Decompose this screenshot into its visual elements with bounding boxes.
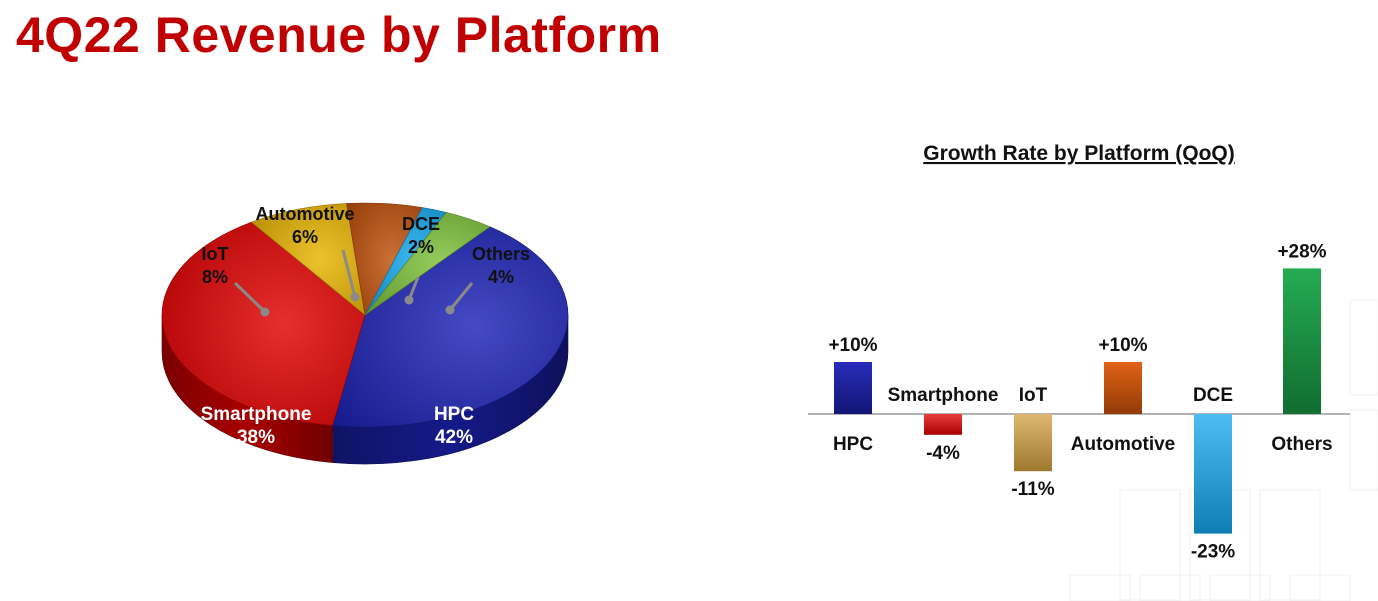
background-tile [1209,574,1271,601]
bar-chart: Growth Rate by Platform (QoQ) +10% HPC -4%… [808,142,1350,563]
leader-dot-iot [260,307,270,317]
pie-label-hpc: HPC [434,404,474,425]
bar-category-automotive: Automotive [1071,434,1176,455]
bar-value-iot: -11% [1011,479,1054,500]
bar-value-smartphone: -4% [926,443,960,464]
bar-category-others: Others [1271,434,1332,455]
bar-category-iot: IoT [1019,385,1048,406]
pie-label-automotive: Automotive [256,204,355,224]
bar-value-automotive: +10% [1098,335,1147,356]
background-tile [1069,574,1131,601]
pie-label-others: Others [472,244,530,264]
bar-category-hpc: HPC [833,434,873,455]
leader-line-iot [233,281,267,314]
pie-label-iot: IoT [202,244,229,264]
bar-category-smartphone: Smartphone [888,385,999,406]
bar-automotive [1104,362,1142,414]
pie-value-others: 4% [488,267,514,287]
leader-dot-others [445,305,455,315]
bar-others [1283,268,1321,414]
pie-value-dce: 2% [408,237,434,257]
pie-value-automotive: 6% [292,227,318,247]
chart-title: Growth Rate by Platform (QoQ) [923,142,1235,165]
bar-value-hpc: +10% [828,335,877,356]
pie-value-iot: 8% [202,267,228,287]
leader-line-automotive [341,249,357,298]
bar-smartphone [924,414,962,435]
pie-slice-smartphone [161,221,366,426]
background-tile [1349,409,1378,491]
page-title: 4Q22 Revenue by Platform [16,7,662,63]
pie-slice-others [364,212,491,316]
bar-value-others: +28% [1277,241,1326,262]
bar-iot [1014,414,1052,472]
bar-category-dce: DCE [1193,385,1233,406]
pie-value-hpc: 42% [435,427,473,448]
bar-hpc [834,362,872,414]
pie-slice-hpc [332,226,569,428]
pie-label-dce: DCE [402,214,440,234]
leader-dot-dce [404,295,414,305]
pie-label-smartphone: Smartphone [201,404,312,425]
background-tile [1349,299,1378,396]
bar-dce [1194,414,1232,534]
pie-value-smartphone: 38% [237,427,275,448]
background-tile [1119,489,1181,601]
background-tile [1289,574,1351,601]
background-tile [1139,574,1201,601]
bar-value-dce: -23% [1191,542,1235,563]
pie-slice-iot [250,203,366,316]
leader-dot-automotive [350,292,360,302]
leader-line-others [448,282,474,311]
